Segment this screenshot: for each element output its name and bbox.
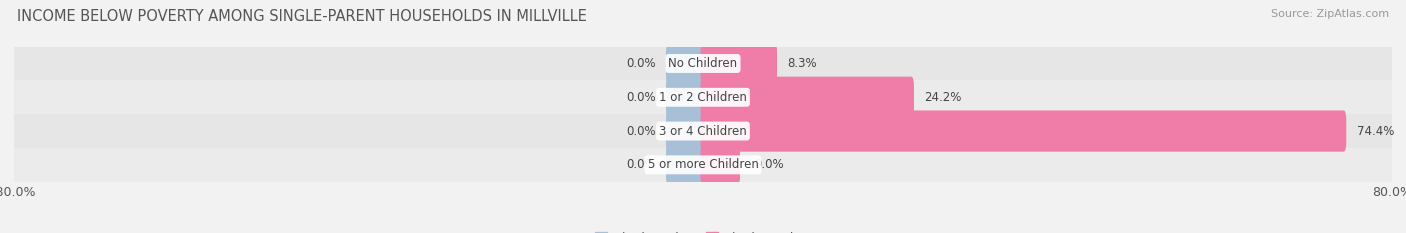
Bar [14,148,1392,182]
Text: 24.2%: 24.2% [924,91,962,104]
Text: 0.0%: 0.0% [626,91,655,104]
Text: Source: ZipAtlas.com: Source: ZipAtlas.com [1271,9,1389,19]
Bar [14,114,1392,148]
Text: 5 or more Children: 5 or more Children [648,158,758,171]
Text: 0.0%: 0.0% [626,125,655,137]
Legend: Single Father, Single Mother: Single Father, Single Mother [591,227,815,233]
Text: 0.0%: 0.0% [626,158,655,171]
Text: 1 or 2 Children: 1 or 2 Children [659,91,747,104]
FancyBboxPatch shape [666,43,706,84]
Text: No Children: No Children [668,57,738,70]
FancyBboxPatch shape [700,110,1347,152]
Text: 0.0%: 0.0% [626,57,655,70]
Bar [14,80,1392,114]
Text: 3 or 4 Children: 3 or 4 Children [659,125,747,137]
Text: INCOME BELOW POVERTY AMONG SINGLE-PARENT HOUSEHOLDS IN MILLVILLE: INCOME BELOW POVERTY AMONG SINGLE-PARENT… [17,9,586,24]
FancyBboxPatch shape [666,144,706,185]
FancyBboxPatch shape [700,77,914,118]
Text: 74.4%: 74.4% [1357,125,1393,137]
Text: 0.0%: 0.0% [755,158,785,171]
Text: 8.3%: 8.3% [787,57,817,70]
FancyBboxPatch shape [666,110,706,152]
Bar [14,47,1392,80]
FancyBboxPatch shape [666,77,706,118]
FancyBboxPatch shape [700,144,740,185]
FancyBboxPatch shape [700,43,778,84]
